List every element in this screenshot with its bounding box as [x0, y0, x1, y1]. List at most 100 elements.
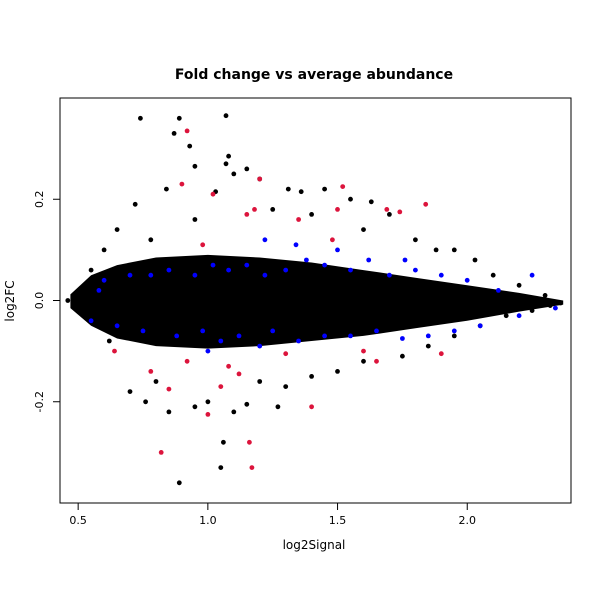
data-point-series-1 — [402, 257, 408, 263]
data-point-series-0 — [143, 399, 149, 405]
data-point-series-0 — [187, 143, 193, 149]
data-point-series-1 — [244, 262, 250, 268]
data-point-series-0 — [542, 293, 548, 298]
data-point-series-2 — [179, 181, 185, 187]
data-point-series-1 — [200, 328, 206, 334]
data-point-series-0 — [223, 113, 229, 119]
data-point-series-0 — [558, 300, 563, 306]
x-axis: 0.5 1.0 1.5 2.0 — [69, 502, 476, 527]
data-point-series-0 — [283, 384, 289, 389]
data-point-series-1 — [148, 272, 154, 278]
data-point-series-2 — [247, 439, 252, 445]
data-point-series-1 — [236, 333, 242, 339]
data-point-series-0 — [127, 389, 133, 394]
data-point-series-0 — [490, 272, 496, 278]
data-point-series-2 — [236, 371, 242, 377]
data-point-series-1 — [516, 313, 522, 319]
data-point-series-2 — [249, 465, 255, 470]
data-point-series-2 — [205, 412, 211, 417]
y-tick-label: 0.0 — [33, 292, 46, 310]
data-point-series-0 — [153, 379, 159, 384]
x-tick-label: 1.5 — [329, 514, 347, 527]
data-point-series-1 — [127, 272, 133, 278]
data-point-series-0 — [223, 161, 229, 167]
data-point-series-2 — [397, 209, 403, 215]
data-point-series-0 — [218, 465, 224, 470]
data-point-series-1 — [192, 272, 198, 278]
data-point-series-2 — [423, 201, 429, 207]
data-point-series-1 — [413, 267, 418, 273]
data-point-series-0 — [368, 199, 374, 205]
data-point-series-1 — [101, 277, 107, 283]
data-point-series-1 — [270, 328, 276, 334]
x-axis-label: log2Signal — [283, 538, 346, 552]
y-tick-label: -0.2 — [33, 391, 46, 412]
data-point-series-0 — [231, 409, 237, 415]
data-point-series-1 — [400, 336, 405, 341]
data-point-series-1 — [322, 333, 327, 339]
data-point-series-0 — [101, 247, 107, 253]
data-point-series-2 — [158, 450, 164, 455]
data-point-series-0 — [361, 358, 366, 364]
data-point-series-1 — [496, 288, 501, 293]
data-point-series-0 — [400, 353, 405, 359]
data-point-series-2 — [384, 207, 390, 212]
data-point-series-0 — [88, 267, 94, 273]
data-point-series-0 — [413, 237, 418, 243]
data-point-series-0 — [138, 115, 143, 121]
data-point-series-0 — [65, 298, 71, 303]
data-point-series-0 — [451, 333, 457, 339]
data-point-series-1 — [335, 247, 340, 253]
data-point-series-0 — [166, 409, 172, 415]
x-tick-label: 1.0 — [199, 514, 217, 527]
data-point-series-1 — [348, 267, 353, 273]
data-point-series-0 — [192, 217, 198, 222]
data-point-series-1 — [218, 338, 224, 344]
data-point-series-2 — [374, 358, 379, 364]
data-point-series-0 — [275, 404, 281, 410]
data-point-series-2 — [283, 351, 289, 357]
y-axis-label: log2FC — [3, 280, 17, 321]
data-point-series-1 — [210, 262, 216, 268]
data-point-series-0 — [176, 115, 182, 121]
data-point-series-1 — [477, 323, 483, 329]
data-point-series-1 — [451, 328, 457, 334]
data-point-series-0 — [309, 374, 314, 379]
data-point-series-0 — [361, 227, 366, 233]
data-point-series-2 — [438, 351, 444, 357]
data-points — [65, 113, 563, 486]
data-point-series-2 — [335, 207, 340, 212]
data-point-series-0 — [270, 207, 276, 212]
data-point-series-0 — [132, 201, 138, 207]
data-point-series-0 — [171, 131, 177, 136]
data-point-series-1 — [174, 333, 180, 339]
data-point-series-2 — [218, 384, 224, 389]
data-point-series-1 — [257, 343, 263, 349]
data-point-series-1 — [96, 288, 102, 293]
x-tick-label: 0.5 — [69, 514, 87, 527]
data-point-series-2 — [257, 176, 263, 182]
data-point-series-1 — [262, 237, 268, 243]
dense-point-cloud — [70, 254, 564, 349]
data-point-series-0 — [244, 166, 250, 172]
data-point-series-0 — [164, 186, 169, 192]
data-point-series-0 — [433, 247, 439, 253]
data-point-series-1 — [425, 333, 431, 339]
data-point-series-1 — [205, 348, 211, 354]
data-point-series-1 — [366, 257, 372, 263]
data-point-series-0 — [106, 338, 112, 344]
data-point-series-2 — [361, 348, 366, 354]
data-point-series-1 — [348, 333, 353, 339]
data-point-series-0 — [348, 196, 353, 202]
data-point-series-0 — [205, 399, 211, 405]
data-point-series-2 — [244, 212, 250, 217]
data-point-series-1 — [529, 272, 535, 278]
data-point-series-2 — [148, 369, 154, 374]
data-point-series-0 — [192, 163, 198, 169]
data-point-series-0 — [231, 171, 237, 177]
data-point-series-0 — [70, 303, 76, 308]
data-point-series-1 — [283, 267, 289, 273]
data-point-series-0 — [285, 186, 291, 192]
data-point-series-1 — [140, 328, 146, 334]
